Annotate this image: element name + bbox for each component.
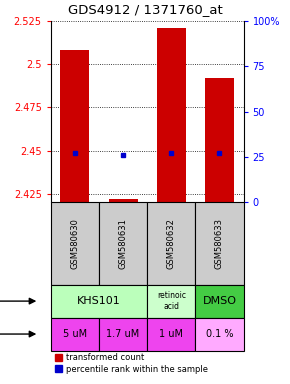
Bar bbox=[195, 318, 244, 351]
Bar bbox=[147, 318, 195, 351]
Bar bbox=[60, 50, 89, 202]
Bar bbox=[147, 202, 195, 285]
Bar bbox=[51, 318, 99, 351]
Bar bbox=[51, 285, 147, 318]
Text: GSM580632: GSM580632 bbox=[167, 218, 176, 269]
Bar bbox=[99, 318, 147, 351]
Bar bbox=[205, 78, 234, 202]
Bar bbox=[195, 285, 244, 318]
Text: 5 uM: 5 uM bbox=[63, 329, 87, 339]
Bar bbox=[157, 28, 186, 202]
Bar bbox=[99, 202, 147, 285]
Legend: transformed count, percentile rank within the sample: transformed count, percentile rank withi… bbox=[55, 353, 208, 374]
Text: GSM580633: GSM580633 bbox=[215, 218, 224, 269]
Bar bbox=[108, 199, 137, 202]
Text: 1.7 uM: 1.7 uM bbox=[106, 329, 140, 339]
Bar bbox=[51, 202, 99, 285]
Text: 1 uM: 1 uM bbox=[159, 329, 183, 339]
Text: 0.1 %: 0.1 % bbox=[206, 329, 233, 339]
Bar bbox=[147, 285, 195, 318]
Text: DMSO: DMSO bbox=[202, 296, 236, 306]
Text: retinoic
acid: retinoic acid bbox=[157, 291, 186, 311]
Bar bbox=[195, 202, 244, 285]
Text: GSM580630: GSM580630 bbox=[70, 218, 79, 269]
Text: KHS101: KHS101 bbox=[77, 296, 121, 306]
Text: GDS4912 / 1371760_at: GDS4912 / 1371760_at bbox=[68, 3, 222, 16]
Text: GSM580631: GSM580631 bbox=[119, 218, 128, 269]
